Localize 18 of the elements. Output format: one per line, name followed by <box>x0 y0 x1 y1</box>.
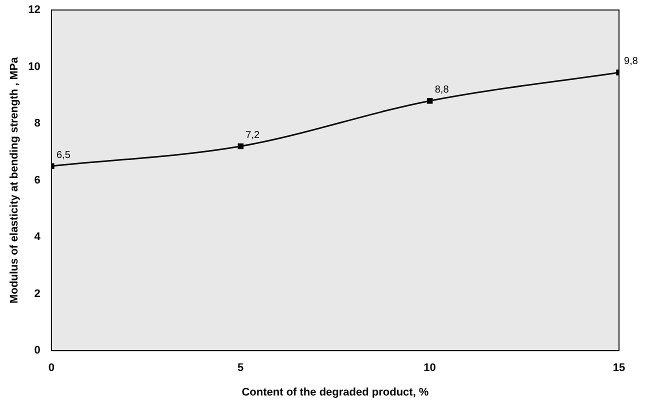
y-tick-label: 0 <box>34 344 40 357</box>
data-label: 9,8 <box>624 56 638 68</box>
y-tick-label: 12 <box>28 4 40 16</box>
y-tick-label: 10 <box>28 60 40 73</box>
x-tick-label: 15 <box>612 362 626 374</box>
x-tick-label: 5 <box>238 362 244 374</box>
data-label: 8,8 <box>434 84 450 96</box>
data-label: 7,2 <box>246 130 260 141</box>
x-axis-title: Content of the degraded product, % <box>242 386 429 398</box>
y-tick-label: 6 <box>34 174 40 186</box>
point <box>238 143 244 150</box>
x-tick-label: 0 <box>48 362 54 374</box>
y-tick-label: 4 <box>34 231 42 244</box>
x-tick-label: 10 <box>424 362 436 374</box>
data-label: 6,5 <box>56 150 71 161</box>
y-tick-label: 2 <box>34 288 40 300</box>
y-axis-title: Modulus of elasticity at bending strength , MPa <box>8 56 21 304</box>
y-tick-label: 8 <box>34 118 40 130</box>
